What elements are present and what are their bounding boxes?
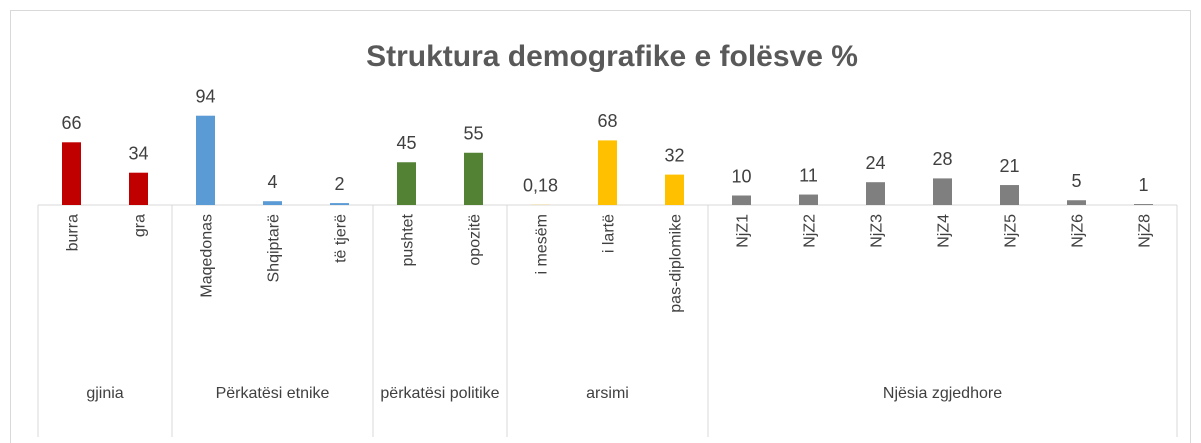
data-label: 32 <box>664 145 684 165</box>
x-tick-label: pas-diplomike <box>668 214 685 313</box>
bar <box>933 178 952 205</box>
x-tick-label: opozitë <box>467 214 484 266</box>
x-tick-label: pushtet <box>400 213 417 266</box>
bar <box>598 140 617 205</box>
bar <box>263 201 282 205</box>
bar <box>866 182 885 205</box>
data-label: 24 <box>865 153 885 173</box>
bar <box>665 174 684 205</box>
x-tick-label: NjZ1 <box>735 214 752 248</box>
x-tick-label: i mesëm <box>534 214 551 274</box>
data-label: 10 <box>731 166 751 186</box>
bar <box>1000 185 1019 205</box>
group-label: Njësia zgjedhore <box>882 385 1003 402</box>
data-label: 55 <box>463 124 483 144</box>
x-tick-label: gra <box>132 214 149 237</box>
x-tick-label: NjZ5 <box>1003 214 1020 248</box>
bar <box>330 203 349 205</box>
data-label: 34 <box>128 143 148 163</box>
data-label: 4 <box>267 172 277 192</box>
bar <box>397 162 416 205</box>
data-label: 45 <box>396 133 416 153</box>
x-tick-label: të tjerë <box>333 214 350 263</box>
data-label: 94 <box>195 86 215 106</box>
data-label: 1 <box>1138 175 1148 195</box>
bar <box>129 172 148 205</box>
group-label: Përkatësi etnike <box>215 385 330 402</box>
bar <box>799 194 818 205</box>
group-label: arsimi <box>586 385 629 402</box>
data-label: 68 <box>597 111 617 131</box>
bar <box>62 142 81 205</box>
group-label: gjinia <box>86 385 124 402</box>
x-tick-label: i lartë <box>601 214 618 253</box>
data-label: 11 <box>799 165 818 185</box>
x-tick-label: Shqiptarë <box>266 214 283 283</box>
data-label: 28 <box>932 149 952 169</box>
x-tick-label: NjZ6 <box>1070 214 1087 248</box>
data-label: 0,18 <box>523 176 558 196</box>
bar <box>732 195 751 205</box>
group-label: përkatësi politike <box>380 385 500 402</box>
data-label: 2 <box>334 174 344 194</box>
data-label: 21 <box>999 156 1019 176</box>
x-tick-label: NjZ4 <box>936 214 953 248</box>
bar <box>464 152 483 205</box>
x-tick-label: NjZ3 <box>869 214 886 248</box>
x-tick-label: NjZ2 <box>802 214 819 248</box>
data-label: 5 <box>1071 171 1081 191</box>
data-label: 66 <box>61 113 81 133</box>
bar <box>1134 204 1153 205</box>
x-tick-label: NjZ8 <box>1137 214 1154 248</box>
bar <box>196 115 215 205</box>
chart-title: Struktura demografike e folësve % <box>366 40 858 73</box>
bar <box>1067 200 1086 205</box>
chart-border <box>10 10 1191 443</box>
x-tick-label: Maqedonas <box>199 214 216 298</box>
x-tick-label: burra <box>65 214 82 251</box>
